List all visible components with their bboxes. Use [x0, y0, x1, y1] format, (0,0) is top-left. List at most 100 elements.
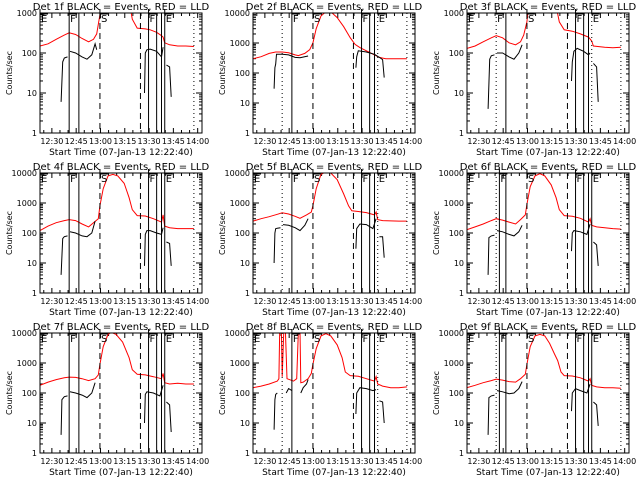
x-tick-label: 13:00 [89, 457, 112, 466]
x-tick-label: 12:30 [40, 297, 63, 306]
series-lld [40, 173, 194, 232]
panel-title: Det 4f BLACK = Events, RED = LLD [33, 162, 210, 173]
x-tick-label: 13:00 [516, 137, 539, 146]
y-tick-label: 10000 [225, 329, 250, 338]
y-tick-label: 100 [235, 389, 250, 398]
y-tick-label: 1 [459, 129, 464, 138]
event-marker-label: F [500, 334, 506, 345]
y-tick-label: 10 [27, 89, 37, 98]
y-tick-label: 10 [240, 259, 250, 268]
panel-det-8: Det 8f BLACK = Events, RED = LLD Counts/s… [218, 322, 422, 478]
event-marker-bracket [148, 329, 157, 335]
event-marker-bracket [526, 329, 535, 335]
x-tick-label: 13:45 [375, 297, 398, 306]
x-tick-label: 12:45 [492, 457, 515, 466]
y-tick-label: 10000 [439, 329, 464, 338]
event-marker-bracket [526, 169, 535, 175]
panel-title: Det 7f BLACK = Events, RED = LLD [33, 322, 210, 333]
panel-det-6: Det 6f BLACK = Events, RED = LLD Counts/s… [432, 162, 636, 318]
panel-title: Det 9f BLACK = Events, RED = LLD [460, 322, 637, 333]
event-marker-bracket [526, 9, 535, 15]
x-tick-label: 13:45 [589, 457, 612, 466]
event-marker-bracket [99, 329, 108, 335]
x-tick-label: 12:30 [467, 137, 490, 146]
event-marker-label: E [468, 334, 474, 345]
event-marker-label: E [593, 334, 599, 345]
y-tick-label: 10 [240, 99, 250, 108]
series-events [60, 220, 172, 275]
event-marker-bracket [361, 329, 370, 335]
event-marker-bracket [291, 169, 300, 175]
x-tick-label: 12:30 [253, 137, 276, 146]
event-marker-label: E [379, 14, 385, 25]
plot-frame [252, 332, 416, 454]
event-marker-bracket [99, 169, 108, 175]
plot-frame [39, 172, 203, 294]
event-marker-bracket [68, 329, 78, 335]
event-marker-bracket [575, 329, 584, 335]
x-tick-label: 13:30 [565, 137, 588, 146]
event-marker-label: E [379, 334, 385, 345]
event-marker-bracket [361, 9, 370, 15]
series-events [273, 218, 385, 264]
event-marker-bracket [312, 9, 321, 15]
x-tick-label: 12:45 [278, 137, 301, 146]
x-tick-label: 13:00 [516, 297, 539, 306]
x-tick-label: 14:00 [613, 297, 636, 306]
x-axis-label: Start Time (07-Jan-13 12:22:40) [476, 468, 620, 478]
y-axis-label: Counts/sec [432, 51, 441, 95]
x-axis-label: Start Time (07-Jan-13 12:22:40) [262, 308, 406, 318]
event-marker-label: S [528, 14, 534, 25]
y-tick-label: 10000 [225, 9, 250, 18]
event-marker-label: E [41, 174, 47, 185]
event-marker-label: E [593, 174, 599, 185]
y-tick-label: 10 [240, 419, 250, 428]
event-marker-bracket [591, 329, 600, 335]
panel-det-3: Det 3f BLACK = Events, RED = LLD Counts/s… [432, 2, 636, 158]
x-tick-label: 13:30 [351, 297, 374, 306]
x-tick-label: 12:30 [253, 457, 276, 466]
y-tick-label: 100 [235, 69, 250, 78]
event-marker-label: S [101, 334, 107, 345]
y-axis-label: Counts/sec [218, 51, 227, 95]
event-marker-label: F [70, 334, 76, 345]
plot-frame [252, 12, 416, 134]
x-tick-label: 13:15 [326, 137, 349, 146]
x-tick-label: 12:30 [40, 457, 63, 466]
event-marker-bracket [495, 9, 505, 15]
y-axis-label: Counts/sec [5, 211, 14, 255]
y-tick-label: 1000 [230, 39, 250, 48]
event-marker-label: F [150, 334, 156, 345]
x-tick-label: 13:00 [516, 457, 539, 466]
y-tick-label: 1 [32, 289, 37, 298]
event-marker-bracket [68, 9, 78, 15]
panel-title: Det 1f BLACK = Events, RED = LLD [33, 2, 210, 13]
event-marker-label: E [468, 14, 474, 25]
event-marker-bracket [498, 329, 508, 335]
x-tick-label: 12:30 [467, 457, 490, 466]
x-tick-label: 13:30 [565, 297, 588, 306]
x-tick-label: 13:30 [351, 457, 374, 466]
x-tick-label: 12:45 [65, 297, 88, 306]
x-tick-label: 13:15 [113, 137, 136, 146]
x-tick-label: 13:30 [138, 457, 161, 466]
series-events [273, 50, 385, 89]
x-tick-label: 13:15 [113, 457, 136, 466]
event-marker-bracket [291, 329, 300, 335]
event-marker-label: E [41, 334, 47, 345]
event-marker-bracket [591, 169, 600, 175]
x-tick-label: 13:45 [162, 297, 185, 306]
event-marker-bracket [575, 9, 584, 15]
event-marker-bracket [164, 169, 173, 175]
y-tick-label: 1000 [17, 199, 37, 208]
event-marker-bracket [148, 9, 157, 15]
y-tick-label: 1000 [444, 199, 464, 208]
x-tick-label: 14:00 [399, 137, 422, 146]
x-tick-label: 13:00 [302, 297, 325, 306]
x-tick-label: 13:15 [540, 457, 563, 466]
y-tick-label: 1000 [444, 359, 464, 368]
y-tick-label: 100 [449, 389, 464, 398]
y-tick-label: 10000 [12, 169, 37, 178]
event-marker-label: E [41, 14, 47, 25]
